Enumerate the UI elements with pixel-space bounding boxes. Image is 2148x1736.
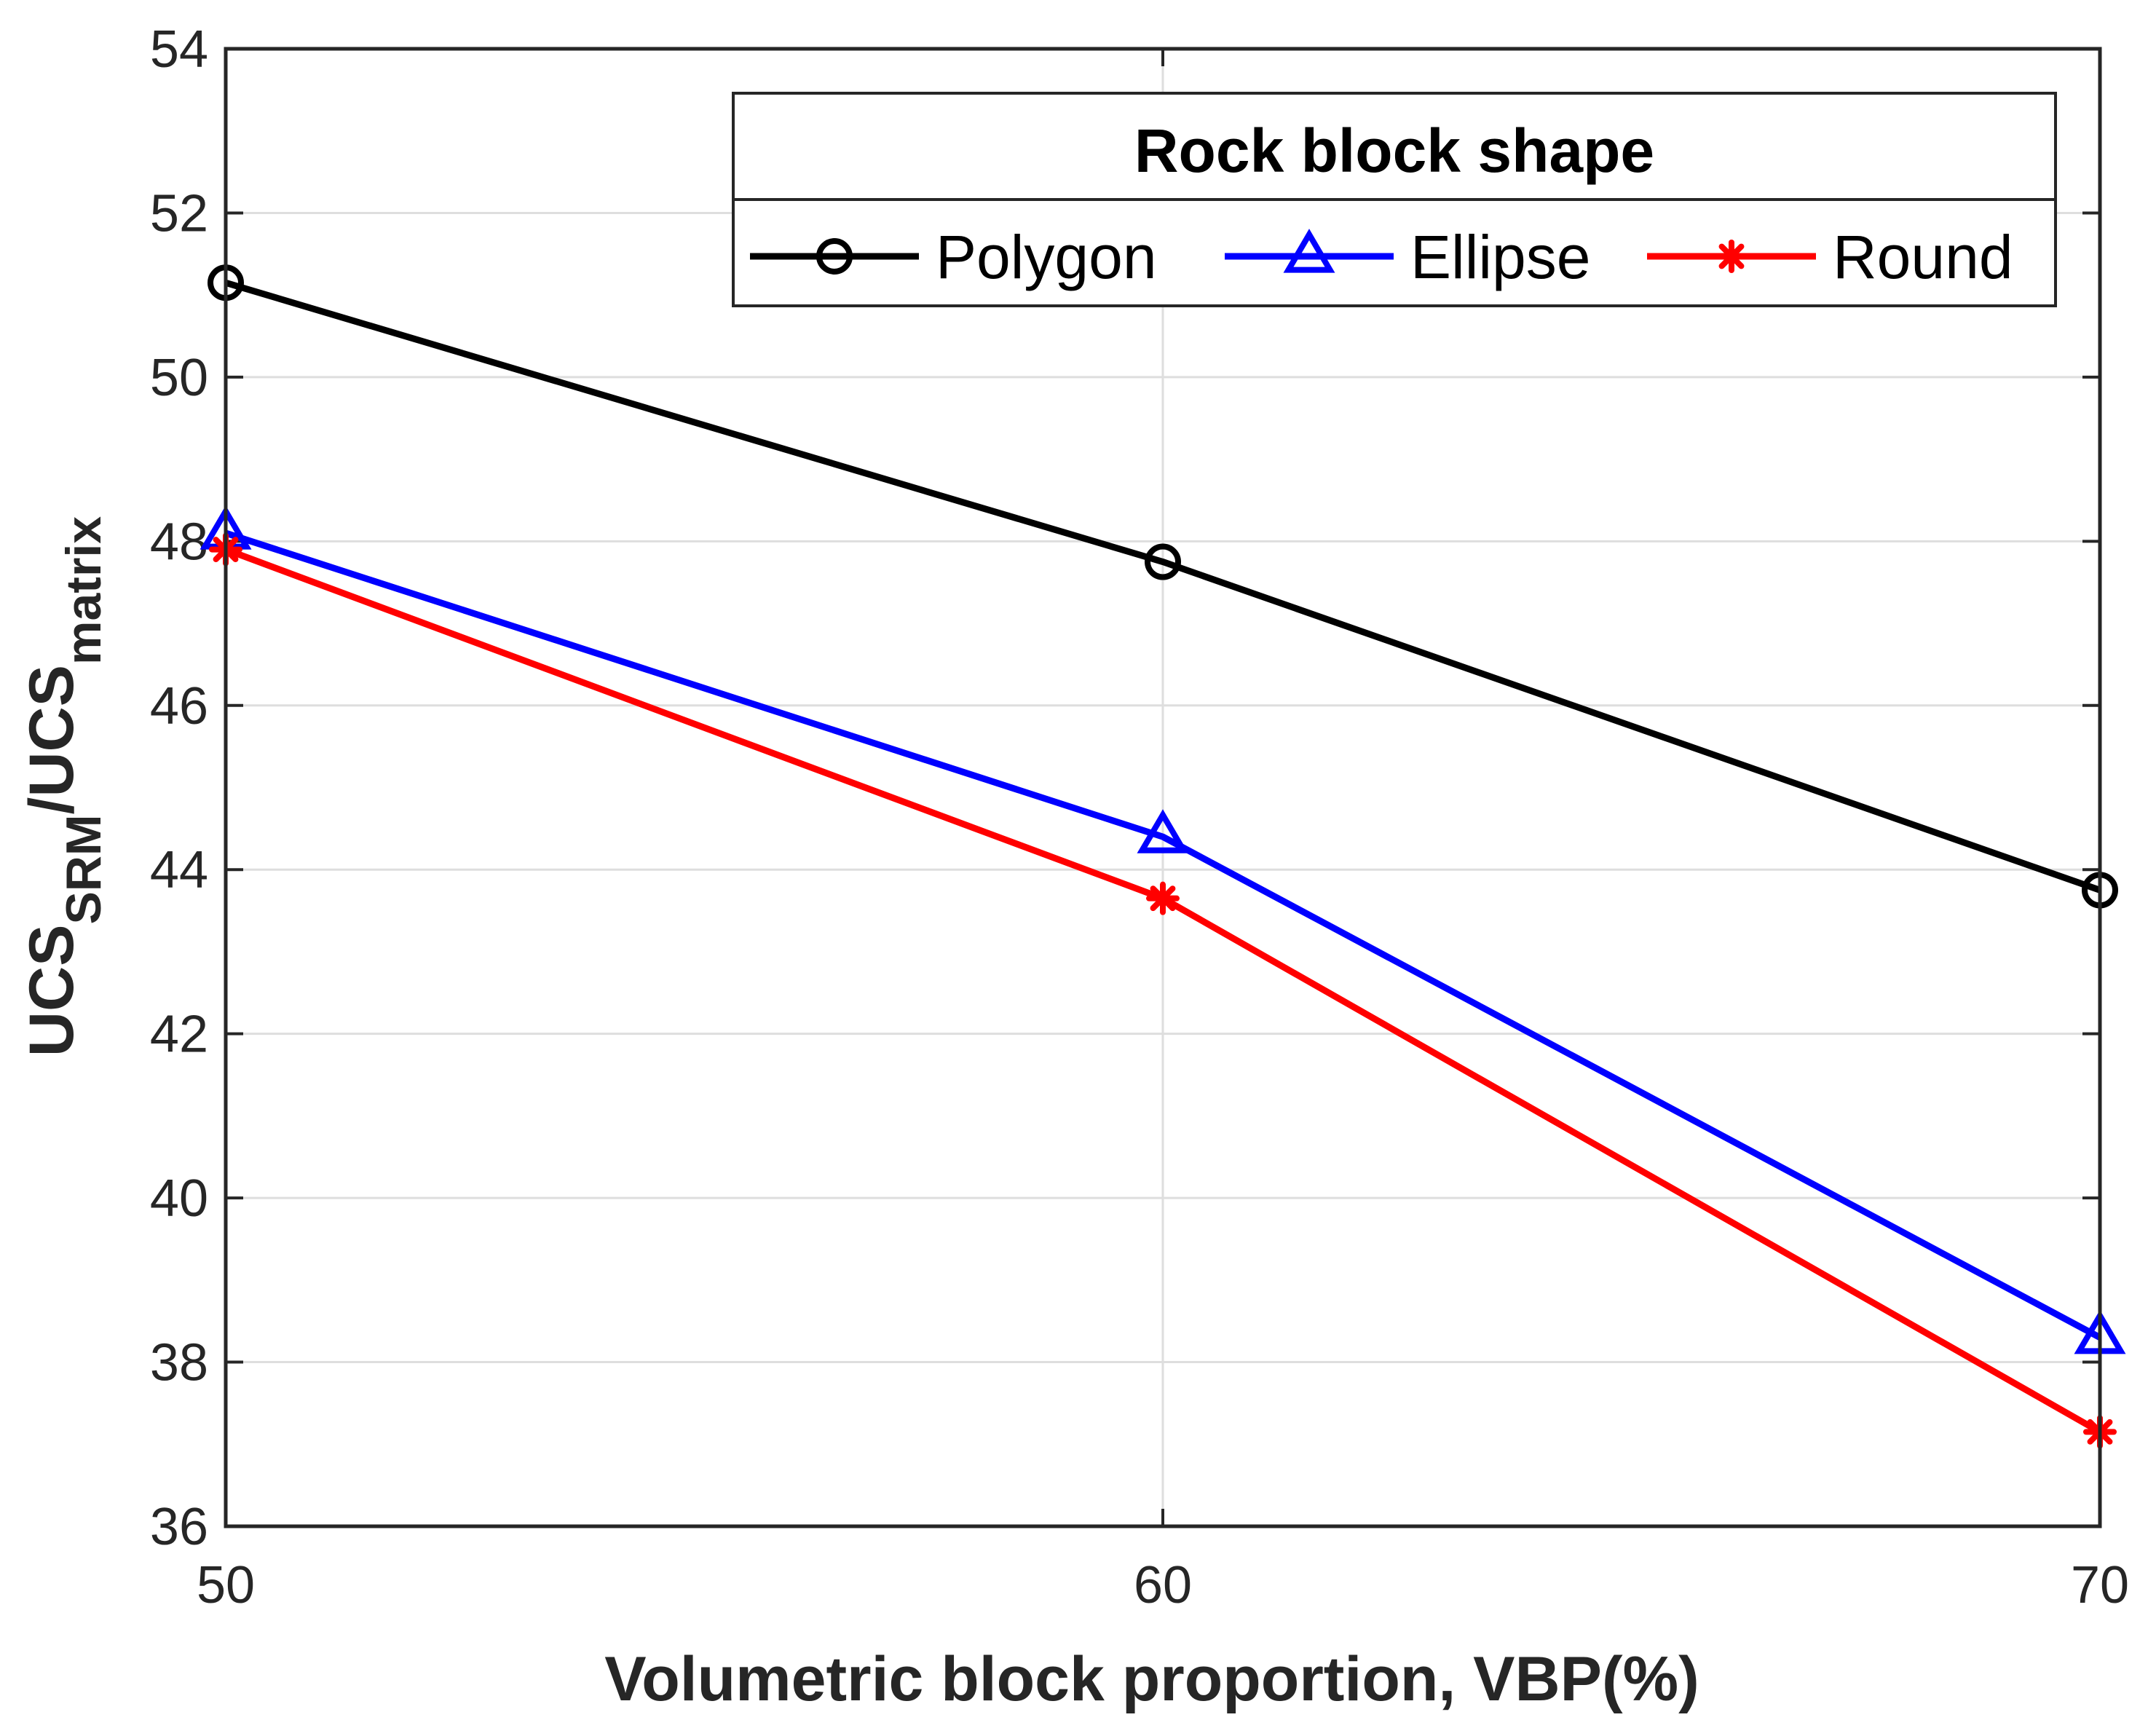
axis-ticks: 36 38 40 42 44 46 48 50 52 54 50 60 70 — [150, 20, 2129, 1614]
y-tick-label: 48 — [150, 513, 208, 571]
legend-entry-ellipse: Ellipse — [1225, 223, 1590, 291]
data-point-round — [1146, 881, 1180, 915]
y-tick-label: 52 — [150, 184, 208, 242]
y-tick-label: 40 — [150, 1169, 208, 1228]
y-tick-label: 44 — [150, 841, 208, 899]
legend-label-ellipse: Ellipse — [1410, 223, 1590, 291]
x-tick-label: 60 — [1134, 1556, 1192, 1614]
y-axis-title-sub1: SRM — [56, 814, 111, 924]
legend-entry-round: Round — [1647, 223, 2013, 291]
y-tick-label: 50 — [150, 349, 208, 407]
x-tick-label: 70 — [2071, 1556, 2129, 1614]
legend-marker-ellipse — [1283, 229, 1335, 273]
y-axis-title-part2: /UCS — [17, 665, 87, 814]
y-tick-label: 38 — [150, 1334, 208, 1392]
legend-title: Rock block shape — [1134, 117, 1654, 185]
x-axis-title: Volumetric block proportion, VBP(%) — [604, 1644, 1699, 1714]
series-line-ellipse — [224, 529, 2102, 1341]
plot-frame — [224, 47, 2102, 1528]
series-line-polygon — [224, 279, 2101, 893]
legend-label-polygon: Polygon — [936, 223, 1157, 291]
y-axis-title-part1: UCS — [17, 925, 87, 1057]
legend-marker-round — [1715, 240, 1748, 273]
legend-entry-polygon: Polygon — [750, 223, 1157, 291]
y-tick-label: 54 — [150, 20, 208, 79]
data-point-ellipse — [1137, 809, 1189, 853]
series — [200, 264, 2126, 1449]
legend-marker-polygon — [816, 238, 853, 275]
legend: Rock block shape Polygon Ellipse Round — [732, 92, 2057, 307]
data-point-polygon — [1145, 543, 1181, 580]
y-tick-label: 36 — [150, 1498, 208, 1556]
y-tick-label: 46 — [150, 677, 208, 735]
x-tick-label: 50 — [197, 1556, 255, 1614]
y-tick-label: 42 — [150, 1006, 208, 1064]
legend-label-round: Round — [1833, 223, 2013, 291]
y-axis-title: UCSSRM/UCSmatrix — [17, 516, 111, 1057]
y-axis-title-sub2: matrix — [56, 516, 111, 665]
legend-items: Polygon Ellipse Round — [750, 223, 2013, 291]
